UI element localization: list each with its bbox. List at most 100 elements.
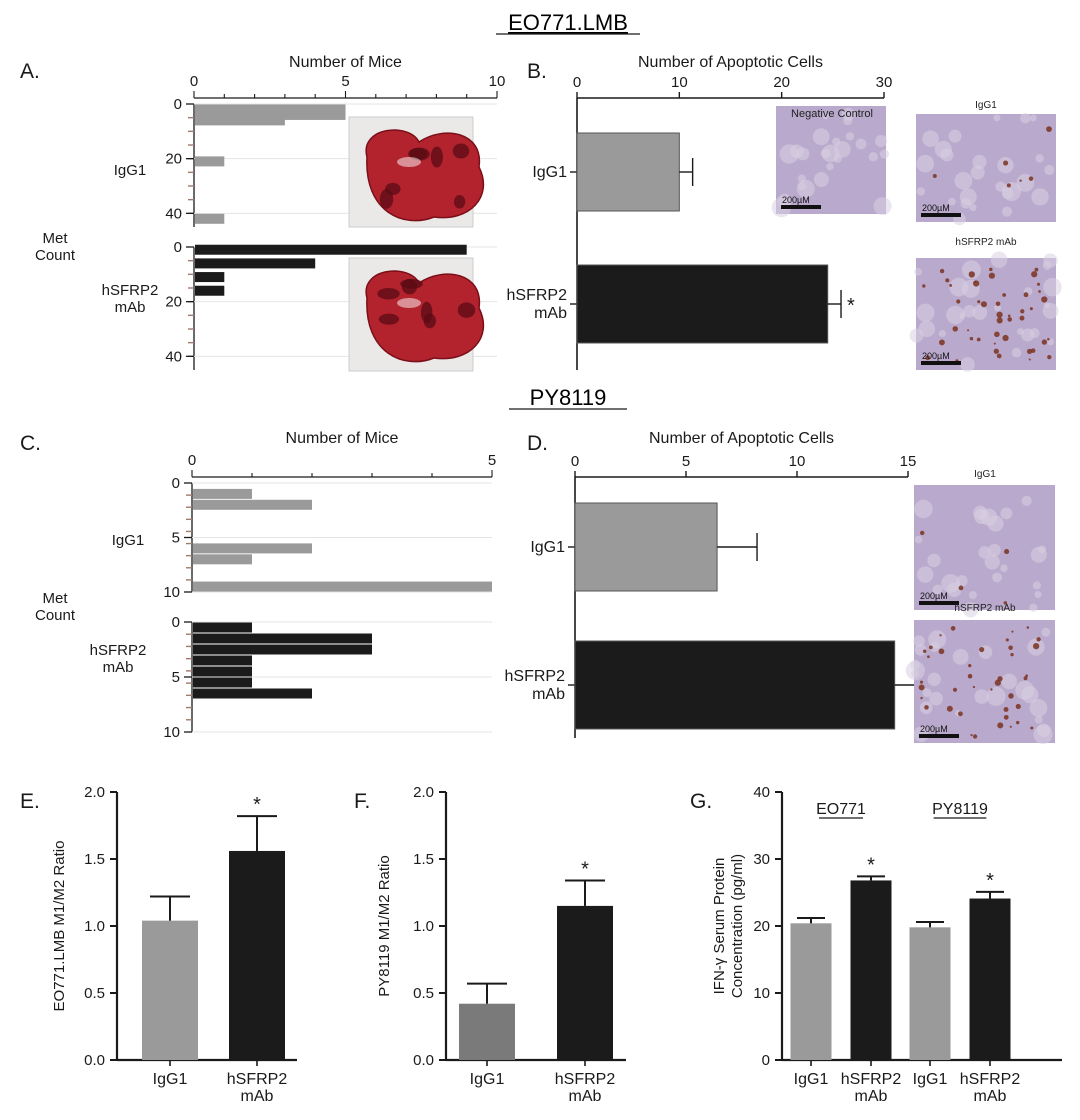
chart-title-d: Number of Apoptotic Cells [649,430,834,447]
bar-d-1 [574,640,896,730]
histogram-bar-a-g0-4 [195,213,225,224]
ihc-texture-b-igg1-19 [1035,154,1044,163]
apoptotic-cell-d-hsfrp2-18 [1015,720,1020,725]
ihc-texture-d-igg1-12 [914,535,923,544]
apoptotic-cell-b-hsfrp2-43 [980,301,987,308]
apoptotic-cell-b-hsfrp2-22 [949,284,953,287]
apoptotic-cell-d-hsfrp2-27 [997,722,1004,729]
ihc-texture-d-igg1-3 [1021,495,1032,506]
group-label-c-g1-1: mAb [103,659,134,676]
y-tick-label-g-30: 30 [753,851,770,868]
ihc-texture-b-negative-control-0 [826,162,834,171]
apoptotic-cell-b-hsfrp2-14 [1026,348,1033,355]
ihc-texture-b-igg1-7 [1020,112,1031,124]
apoptotic-cell-d-hsfrp2-32 [1011,630,1014,633]
ihc-texture-d-igg1-4 [932,584,943,595]
apoptotic-cell-b-hsfrp2-37 [994,331,1000,338]
apoptotic-cell-b-hsfrp2-18 [996,311,1003,318]
ihc-texture-d-hsfrp2-0 [1029,699,1048,717]
apoptotic-cell-d-hsfrp2-29 [1032,642,1040,650]
histogram-bar-c-g0-3 [193,554,252,565]
y-tick-label-f-1.0: 1.0 [413,918,434,935]
y-tick-label-a-g0-0: 0 [174,96,182,113]
apoptotic-cell-d-igg1-0 [1003,601,1008,605]
apoptotic-cell-b-hsfrp2-4 [1002,334,1009,342]
category-label-f-1-0: hSFRP2 [555,1071,616,1088]
apoptotic-cell-b-hsfrp2-10 [952,326,958,332]
ihc-texture-b-hsfrp2-19 [909,328,924,343]
metastasis-nodule-igg1-1 [452,143,470,159]
x-tick-label-b-30: 30 [876,74,893,91]
y-tick-label-f-1.5: 1.5 [413,851,434,868]
category-label-e-1-1: mAb [241,1088,274,1105]
x-tick-label-a-10: 10 [489,73,506,90]
category-label-g-3-1: mAb [974,1088,1007,1105]
scale-bar-label-b-hsfrp2: 200µM [922,351,950,361]
bar-d-0 [574,502,718,592]
y-tick-label-e-1.5: 1.5 [84,851,105,868]
bar-f-0 [459,1003,515,1060]
ihc-texture-b-hsfrp2-2 [1011,347,1022,358]
ihc-texture-b-igg1-15 [1031,188,1049,206]
bar-e-0 [142,920,198,1060]
y-tick-label-e-2.0: 2.0 [84,784,105,801]
ihc-texture-b-hsfrp2-0 [960,357,975,372]
ihc-texture-b-negative-control-15 [868,152,878,162]
ihc-texture-d-hsfrp2-17 [913,635,925,647]
histogram-bar-a-g1-2 [195,272,225,283]
ihc-texture-b-hsfrp2-8 [963,305,976,318]
apoptotic-cell-d-hsfrp2-30 [1008,645,1013,651]
ihc-texture-d-hsfrp2-16 [927,672,941,687]
scale-bar-d-hsfrp2 [919,734,959,738]
ihc-texture-d-hsfrp2-13 [1015,680,1035,700]
apoptotic-cell-b-hsfrp2-44 [922,284,926,288]
apoptotic-cell-d-hsfrp2-28 [918,684,925,691]
ihc-texture-b-igg1-20 [1002,182,1022,202]
significance-star-e-1: * [253,794,261,816]
apoptotic-cell-d-hsfrp2-11 [927,655,930,659]
apoptotic-cell-b-hsfrp2-12 [977,300,981,304]
y-tick-label-c-g0-10: 10 [163,584,180,601]
apoptotic-cell-b-igg1-1 [932,174,937,179]
ihc-texture-b-igg1-6 [948,197,956,206]
apoptotic-cell-d-hsfrp2-39 [1023,676,1028,681]
ihc-texture-d-igg1-15 [962,602,979,618]
category-label-g-1-1: mAb [855,1088,888,1105]
ihc-texture-d-igg1-23 [946,582,962,598]
apoptotic-cell-b-hsfrp2-20 [1002,293,1007,297]
ihc-texture-b-igg1-24 [993,114,1001,122]
ihc-texture-b-negative-control-20 [875,135,888,148]
ihc-texture-d-igg1-18 [978,546,991,559]
panel-label-b: B. [527,60,547,83]
ihc-texture-b-hsfrp2-4 [946,305,965,325]
apoptotic-cell-b-hsfrp2-25 [989,267,993,272]
ihc-texture-b-negative-control-25 [873,197,892,216]
y-tick-label-g-10: 10 [753,985,770,1002]
ihc-texture-d-igg1-2 [914,499,933,519]
lung-tissue-igg1 [365,129,485,222]
ihc-texture-d-hsfrp2-19 [974,689,990,704]
metastasis-nodule-hsfrp2-6 [401,278,418,295]
y-tick-label-a-g1-40: 40 [165,348,182,365]
apoptotic-cell-d-hsfrp2-19 [972,685,976,689]
apoptotic-cell-b-hsfrp2-29 [1023,292,1029,298]
metastasis-nodule-igg1-0 [453,195,466,209]
y-tick-label-e-1.0: 1.0 [84,918,105,935]
metastasis-nodule-hsfrp2-4 [378,313,400,325]
ihc-texture-b-igg1-4 [1044,164,1055,176]
histogram-bar-c-g0-2 [193,543,312,554]
x-tick-label-a-0: 0 [190,73,198,90]
category-label-g-0-0: IgG1 [794,1071,829,1088]
apoptotic-cell-b-igg1-4 [1028,176,1034,181]
group-label-c-g0-0: IgG1 [112,532,145,549]
ihc-texture-b-negative-control-22 [820,148,831,159]
significance-star-g-1: * [867,854,875,876]
apoptotic-cell-d-hsfrp2-37 [1036,637,1041,642]
ihc-texture-b-negative-control-9 [789,144,804,159]
panel-label-e: E. [20,790,40,813]
scale-bar-d-igg1 [919,601,959,605]
apoptotic-cell-b-hsfrp2-8 [1041,296,1048,303]
ihc-texture-d-hsfrp2-10 [929,691,943,706]
apoptotic-cell-b-igg1-3 [1019,179,1022,182]
y-tick-label-c-g0-0: 0 [172,475,180,492]
